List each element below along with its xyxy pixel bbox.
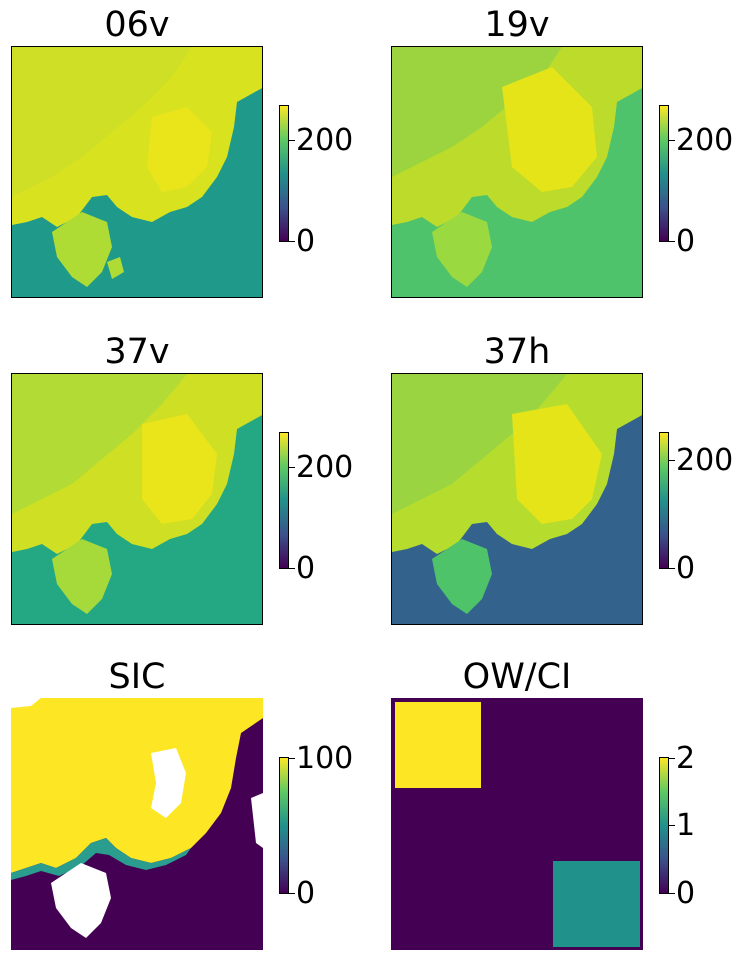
colorbar xyxy=(279,432,289,569)
colorbar-tick-label: 200 xyxy=(296,450,354,485)
colorbar xyxy=(659,757,669,894)
colorbar-tick xyxy=(669,568,675,569)
colorbar xyxy=(279,105,289,242)
ice-region-inner xyxy=(12,47,192,197)
panel-title: SIC xyxy=(108,657,166,697)
region-value-2 xyxy=(395,702,481,788)
island xyxy=(52,212,112,287)
heatmap-19v xyxy=(391,46,643,298)
colorbar-tick-label: 0 xyxy=(296,224,316,259)
heatmap-sic xyxy=(11,698,263,950)
heatmap-37h xyxy=(391,373,643,625)
colorbar-tick-label: 0 xyxy=(676,551,696,586)
ice-region-shelf xyxy=(502,67,597,192)
region-value-1 xyxy=(553,861,640,947)
ice-region xyxy=(11,698,263,873)
colorbar-tick xyxy=(669,241,675,242)
colorbar xyxy=(659,105,669,242)
ice-region-shelf xyxy=(512,404,602,524)
ice-region-inner xyxy=(392,374,567,514)
colorbar-tick-label: 200 xyxy=(676,123,734,158)
no-data-region xyxy=(151,748,186,818)
colorbar-tick xyxy=(289,568,295,569)
ice-region-inner xyxy=(392,47,562,177)
panel-title: 19v xyxy=(484,5,550,45)
ice-region-shelf xyxy=(147,107,212,192)
ice-region-shelf xyxy=(142,414,217,524)
colorbar-tick-label: 0 xyxy=(296,876,316,911)
colorbar-tick xyxy=(669,825,675,826)
colorbar-tick xyxy=(289,241,295,242)
colorbar-tick xyxy=(289,467,295,468)
colorbar-tick-label: 200 xyxy=(296,123,354,158)
island xyxy=(52,539,112,614)
colorbar-tick-label: 2 xyxy=(676,741,696,776)
colorbar-tick xyxy=(669,758,675,759)
colorbar-tick-label: 0 xyxy=(676,876,696,911)
colorbar-tick-label: 100 xyxy=(296,741,354,776)
colorbar-tick xyxy=(669,893,675,894)
colorbar-tick-label: 1 xyxy=(676,808,696,843)
panel-title: OW/CI xyxy=(462,657,572,697)
colorbar-tick-label: 0 xyxy=(296,551,316,586)
heatmap-37v xyxy=(11,373,263,625)
no-data-island xyxy=(51,863,111,938)
colorbar-tick-label: 0 xyxy=(676,224,696,259)
ice-edge xyxy=(11,838,191,880)
panel-title: 37v xyxy=(104,332,170,372)
colorbar xyxy=(659,432,669,569)
no-data-region xyxy=(251,793,263,848)
panel-title: 06v xyxy=(104,5,170,45)
colorbar-tick-label: 200 xyxy=(676,443,734,478)
heatmap-06v xyxy=(11,46,263,298)
ice-region-inner xyxy=(12,374,187,514)
colorbar-tick xyxy=(669,460,675,461)
island xyxy=(432,212,492,287)
colorbar xyxy=(279,757,289,894)
island xyxy=(432,539,492,614)
no-data-region xyxy=(11,698,41,708)
island-small xyxy=(107,257,124,279)
colorbar-tick xyxy=(289,893,295,894)
heatmap-ow-ci xyxy=(391,698,643,950)
colorbar-tick xyxy=(289,758,295,759)
colorbar-tick xyxy=(289,140,295,141)
panel-title: 37h xyxy=(483,332,551,372)
colorbar-tick xyxy=(669,140,675,141)
